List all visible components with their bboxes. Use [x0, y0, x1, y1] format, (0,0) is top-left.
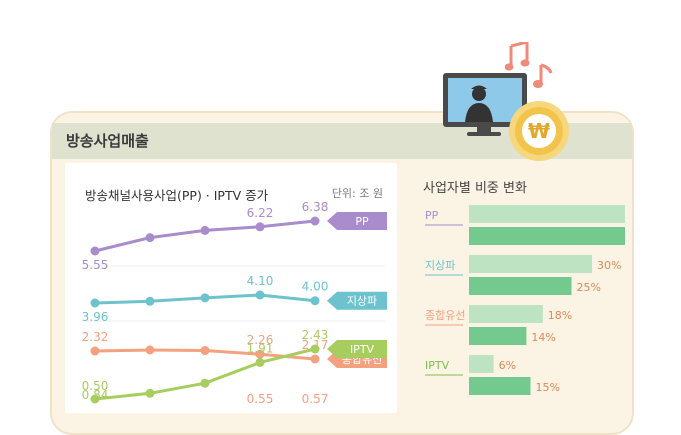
data-label: 2.32	[82, 330, 109, 344]
line-chart-unit: 단위: 조 원	[331, 187, 383, 200]
data-label: 0.50	[82, 379, 109, 393]
panel-title: 방송사업매출	[66, 132, 149, 150]
line-chart-card: 방송채널사용사업(PP) · IPTV 증가 단위: 조 원 5.55 6.22 6…	[65, 163, 397, 413]
data-point	[255, 222, 265, 232]
category-label: 종합유선	[425, 309, 465, 322]
data-label: 3.96	[82, 310, 109, 324]
data-label: 6.38	[302, 200, 329, 214]
data-point	[310, 344, 320, 354]
bar-value-label: 14%	[531, 331, 555, 344]
bar	[469, 305, 543, 323]
data-point	[310, 354, 320, 364]
data-point	[90, 246, 100, 256]
category-label: PP	[425, 209, 439, 222]
bar	[469, 255, 592, 273]
data-point	[145, 233, 155, 243]
data-point	[310, 296, 320, 306]
data-label: 0.55	[247, 392, 274, 406]
bar	[469, 327, 527, 345]
data-point	[200, 225, 210, 235]
data-point	[310, 216, 320, 226]
data-point	[255, 349, 265, 359]
series-tag-label: IPTV	[350, 343, 375, 356]
bar-chart-title: 사업자별 비중 변화	[423, 181, 527, 196]
series-tag	[327, 340, 387, 358]
series-tag-label: 지상파	[347, 295, 377, 308]
line-chart-title: 방송채널사용사업(PP) · IPTV 증가	[85, 188, 269, 203]
bar	[469, 205, 625, 223]
data-label: 4.10	[247, 274, 274, 288]
category-label: IPTV	[425, 359, 450, 372]
data-label: 1.91	[247, 341, 274, 355]
data-label: 5.55	[82, 258, 109, 272]
data-point	[200, 346, 210, 356]
music-note-icon	[533, 63, 553, 93]
data-label: 0.84	[82, 388, 109, 402]
bar-value-label: 15%	[536, 381, 560, 394]
data-label: 6.22	[247, 206, 274, 220]
bar-value-label: 18%	[548, 309, 572, 322]
data-point	[90, 346, 100, 356]
category-label: 지상파	[425, 259, 455, 272]
series-tag	[327, 212, 387, 230]
bar	[469, 355, 494, 373]
data-point	[145, 296, 155, 306]
monitor-icon	[441, 72, 531, 142]
bar-value-label: 25%	[577, 281, 601, 294]
data-point	[90, 298, 100, 308]
data-point	[255, 357, 265, 367]
music-note-icon	[504, 40, 531, 76]
bar-value-label: 6%	[499, 359, 516, 372]
bar	[469, 377, 531, 395]
line-chart: 5.556.226.38PP3.964.104.00지상파2.322.262.1…	[82, 200, 387, 406]
data-point	[145, 345, 155, 355]
data-label: 2.26	[247, 333, 274, 347]
series-tag	[327, 291, 387, 310]
data-point	[145, 388, 155, 398]
data-label: 0.57	[302, 392, 329, 406]
series-tag-label: PP	[355, 215, 369, 228]
bar-value-label: 30%	[597, 259, 621, 272]
series-line-PP	[94, 219, 316, 253]
bar	[469, 227, 625, 245]
data-point	[200, 293, 210, 303]
bar	[469, 277, 572, 295]
svg-text:₩: ₩	[528, 119, 550, 143]
won-coin-icon: ₩	[508, 100, 570, 166]
data-point	[200, 378, 210, 388]
data-label: 2.43	[302, 328, 329, 342]
series-line-IPTV	[94, 347, 316, 401]
data-point	[255, 290, 265, 300]
data-label: 4.00	[302, 280, 329, 294]
